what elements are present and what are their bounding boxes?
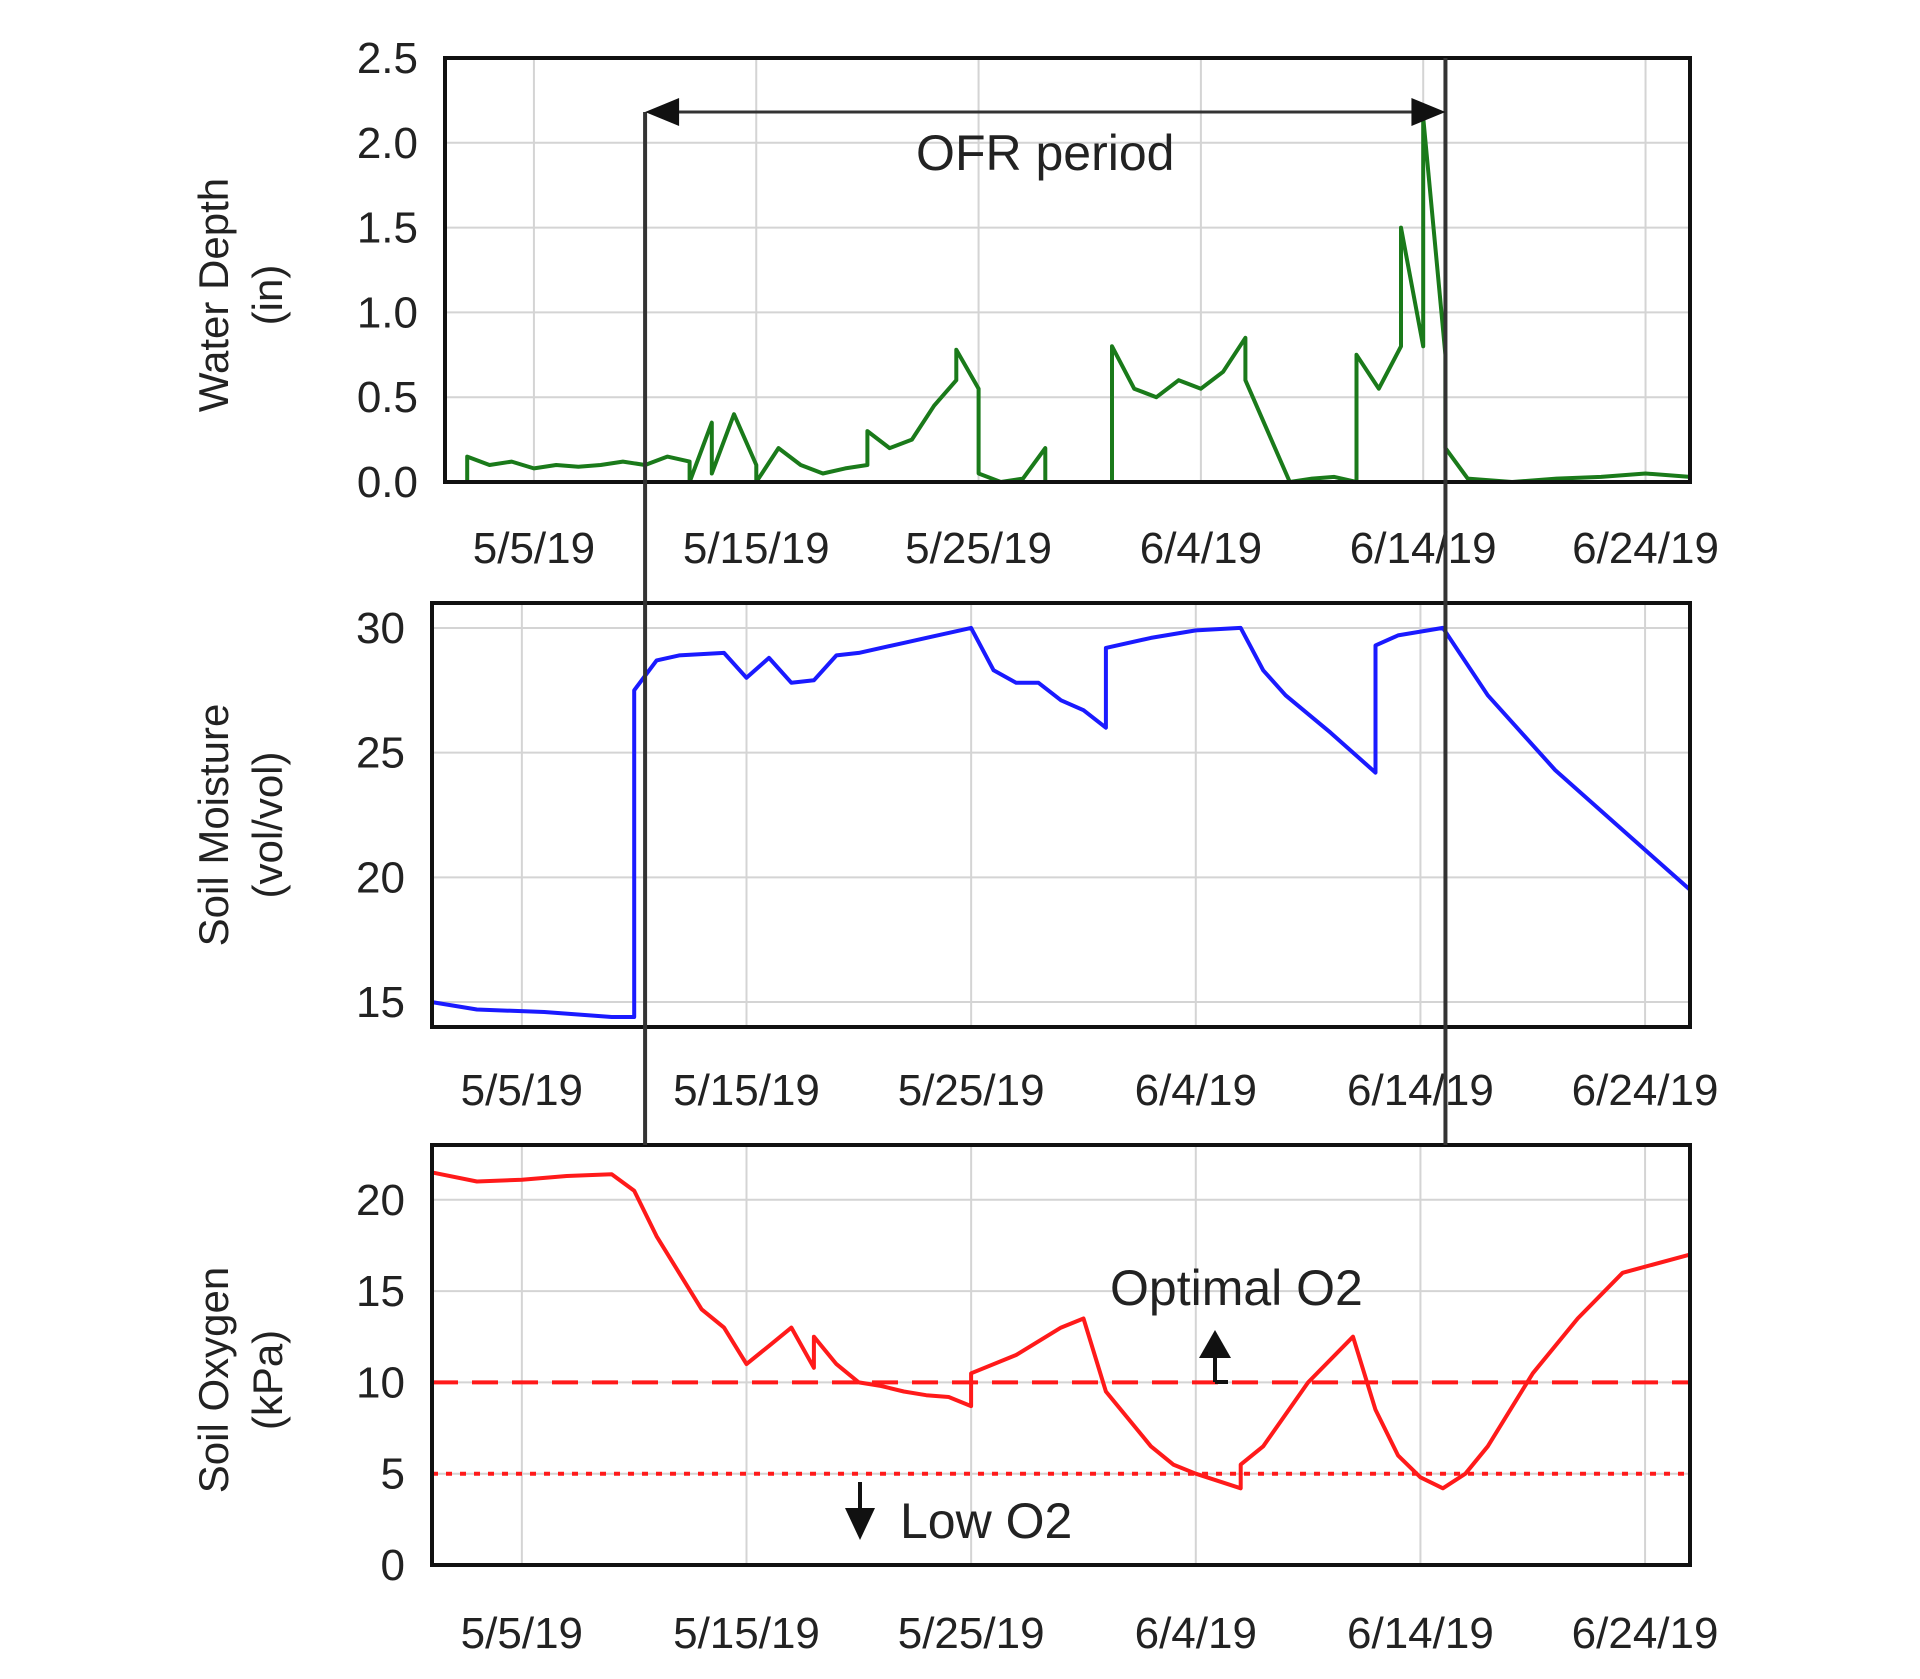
y-tick-label: 2.0 — [357, 119, 418, 168]
x-tick-label: 5/25/19 — [905, 524, 1052, 573]
x-tick-label: 6/4/19 — [1140, 524, 1262, 573]
y-tick-label: 1.5 — [357, 204, 418, 253]
optimal-o2-arrow-icon — [1199, 1330, 1231, 1358]
y-axis-label-soil-oxygen: Soil Oxygen — [190, 1267, 237, 1493]
y-tick-label: 20 — [356, 853, 405, 902]
x-tick-label: 6/14/19 — [1347, 1066, 1494, 1115]
y-tick-label: 15 — [356, 978, 405, 1027]
y-tick-label: 1.0 — [357, 288, 418, 337]
y-axis-label-water-depth: Water Depth — [190, 178, 237, 412]
plot-frame-soil-moisture — [430, 601, 1692, 1029]
series-line-soil-moisture — [431, 625, 1692, 1019]
panel-water-depth: 0.0 0.5 1.0 1.5 2.0 2.5 5/5/19 5/15/19 5/25/19 6… — [190, 34, 1719, 573]
y-tick-labels-water-depth: 0.0 0.5 1.0 1.5 2.0 2.5 — [357, 34, 418, 507]
ofr-arrow-left-icon — [645, 98, 680, 126]
panel-soil-oxygen: 0 5 10 15 20 5/5/19 5/15/19 5/25/19 6/4/19 6/14/… — [190, 1143, 1719, 1658]
y-tick-label: 25 — [356, 729, 405, 778]
x-tick-labels-water-depth: 5/5/19 5/15/19 5/25/19 6/4/19 6/14/19 6/24/19 — [473, 524, 1719, 573]
x-tick-labels-soil-oxygen: 5/5/19 5/15/19 5/25/19 6/4/19 6/14/19 6/24/19 — [461, 1609, 1719, 1658]
series-line-water-depth — [465, 115, 1691, 484]
y-axis-unit-soil-oxygen: (kPa) — [244, 1330, 291, 1430]
x-tick-label: 6/14/19 — [1350, 524, 1497, 573]
y-tick-label: 0.5 — [357, 373, 418, 422]
x-tick-label: 6/24/19 — [1572, 1066, 1719, 1115]
y-tick-label: 30 — [356, 604, 405, 653]
x-tick-label: 6/4/19 — [1135, 1609, 1257, 1658]
x-tick-label: 6/24/19 — [1572, 1609, 1719, 1658]
low-o2-arrow-icon — [845, 1508, 875, 1540]
y-tick-label: 2.5 — [357, 34, 418, 83]
x-tick-label: 5/5/19 — [473, 524, 595, 573]
grid-soil-moisture — [432, 603, 1690, 1027]
plot-frame-soil-oxygen — [430, 1143, 1692, 1567]
y-tick-label: 20 — [356, 1176, 405, 1225]
x-tick-label: 5/25/19 — [898, 1609, 1045, 1658]
low-o2-label: Low O2 — [900, 1493, 1072, 1549]
x-tick-label: 6/4/19 — [1135, 1066, 1257, 1115]
panel-soil-moisture: 15 20 25 30 5/5/19 5/15/19 5/25/19 6/4/19 6/14/… — [190, 601, 1719, 1115]
x-tick-label: 6/24/19 — [1572, 524, 1719, 573]
x-tick-label: 6/14/19 — [1347, 1609, 1494, 1658]
y-tick-label: 0.0 — [357, 458, 418, 507]
y-axis-unit-soil-moisture: (vol/vol) — [244, 751, 291, 898]
x-tick-label: 5/25/19 — [898, 1066, 1045, 1115]
plot-frame-water-depth — [443, 56, 1692, 484]
ofr-period-label: OFR period — [916, 125, 1174, 181]
x-tick-label: 5/5/19 — [461, 1066, 583, 1115]
y-tick-label: 15 — [356, 1267, 405, 1316]
x-tick-label: 5/15/19 — [683, 524, 830, 573]
y-tick-label: 0 — [381, 1541, 405, 1590]
x-tick-label: 5/15/19 — [673, 1066, 820, 1115]
grid-water-depth — [445, 57, 1690, 483]
y-tick-label: 10 — [356, 1358, 405, 1407]
x-tick-labels-soil-moisture: 5/5/19 5/15/19 5/25/19 6/4/19 6/14/19 6/24/19 — [461, 1066, 1719, 1115]
optimal-o2-label: Optimal O2 — [1110, 1260, 1363, 1316]
x-tick-label: 5/5/19 — [461, 1609, 583, 1658]
series-line-soil-oxygen — [431, 1170, 1691, 1491]
y-axis-unit-water-depth: (in) — [244, 265, 291, 326]
y-tick-labels-soil-moisture: 15 20 25 30 — [356, 604, 405, 1027]
ofr-arrow-right-icon — [1411, 98, 1446, 126]
y-axis-label-soil-moisture: Soil Moisture — [190, 704, 237, 947]
x-tick-label: 5/15/19 — [673, 1609, 820, 1658]
y-tick-labels-soil-oxygen: 0 5 10 15 20 — [356, 1176, 405, 1590]
y-tick-label: 5 — [381, 1450, 405, 1499]
